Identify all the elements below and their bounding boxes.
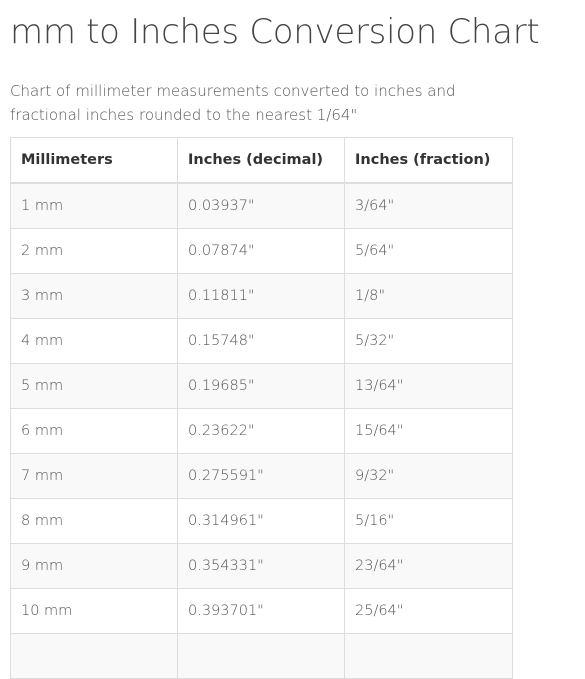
- table-row: 3 mm 0.11811" 1/8": [10, 273, 513, 319]
- cell-empty: [177, 633, 345, 679]
- cell-millimeters: 9 mm: [10, 543, 178, 589]
- cell-inches-decimal: 0.07874": [177, 228, 345, 274]
- cell-millimeters: 1 mm: [10, 182, 178, 229]
- table-row: 1 mm 0.03937" 3/64": [10, 182, 513, 229]
- cell-inches-fraction: 1/8": [344, 273, 513, 319]
- cell-inches-decimal: 0.11811": [177, 273, 345, 319]
- table-row: 6 mm 0.23622" 15/64": [10, 408, 513, 454]
- cell-empty: [344, 633, 513, 679]
- table-row: 10 mm 0.393701" 25/64": [10, 588, 513, 634]
- table-row: 9 mm 0.354331" 23/64": [10, 543, 513, 589]
- table-row: 5 mm 0.19685" 13/64": [10, 363, 513, 409]
- cell-inches-decimal: 0.23622": [177, 408, 345, 454]
- cell-inches-fraction: 3/64": [344, 182, 513, 229]
- cell-empty: [10, 633, 178, 679]
- page-description: Chart of millimeter measurements convert…: [10, 82, 456, 124]
- column-header-inches-decimal: Inches (decimal): [177, 137, 345, 184]
- table-header: Millimeters Inches (decimal) Inches (fra…: [10, 137, 513, 184]
- table-row: 4 mm 0.15748" 5/32": [10, 318, 513, 364]
- cell-inches-fraction: 13/64": [344, 363, 513, 409]
- table-row-partial: [10, 633, 513, 679]
- cell-millimeters: 7 mm: [10, 453, 178, 499]
- table-body: 1 mm 0.03937" 3/64" 2 mm 0.07874" 5/64" …: [10, 182, 513, 679]
- cell-inches-fraction: 15/64": [344, 408, 513, 454]
- cell-millimeters: 6 mm: [10, 408, 178, 454]
- cell-millimeters: 8 mm: [10, 498, 178, 544]
- conversion-table: Millimeters Inches (decimal) Inches (fra…: [10, 137, 513, 679]
- cell-millimeters: 10 mm: [10, 588, 178, 634]
- cell-inches-decimal: 0.393701": [177, 588, 345, 634]
- cell-inches-decimal: 0.275591": [177, 453, 345, 499]
- cell-inches-decimal: 0.354331": [177, 543, 345, 589]
- cell-inches-decimal: 0.15748": [177, 318, 345, 364]
- cell-inches-fraction: 5/64": [344, 228, 513, 274]
- cell-millimeters: 5 mm: [10, 363, 178, 409]
- conversion-table-container: Millimeters Inches (decimal) Inches (fra…: [10, 137, 513, 679]
- table-header-row: Millimeters Inches (decimal) Inches (fra…: [10, 137, 513, 184]
- cell-inches-fraction: 5/16": [344, 498, 513, 544]
- page-title: mm to Inches Conversion Chart: [10, 12, 540, 52]
- cell-inches-decimal: 0.19685": [177, 363, 345, 409]
- cell-inches-fraction: 23/64": [344, 543, 513, 589]
- table-row: 7 mm 0.275591" 9/32": [10, 453, 513, 499]
- cell-inches-fraction: 5/32": [344, 318, 513, 364]
- cell-inches-decimal: 0.03937": [177, 182, 345, 229]
- cell-inches-fraction: 9/32": [344, 453, 513, 499]
- table-row: 2 mm 0.07874" 5/64": [10, 228, 513, 274]
- column-header-millimeters: Millimeters: [10, 137, 178, 184]
- cell-millimeters: 3 mm: [10, 273, 178, 319]
- cell-inches-fraction: 25/64": [344, 588, 513, 634]
- column-header-inches-fraction: Inches (fraction): [344, 137, 513, 184]
- cell-millimeters: 4 mm: [10, 318, 178, 364]
- table-row: 8 mm 0.314961" 5/16": [10, 498, 513, 544]
- cell-millimeters: 2 mm: [10, 228, 178, 274]
- cell-inches-decimal: 0.314961": [177, 498, 345, 544]
